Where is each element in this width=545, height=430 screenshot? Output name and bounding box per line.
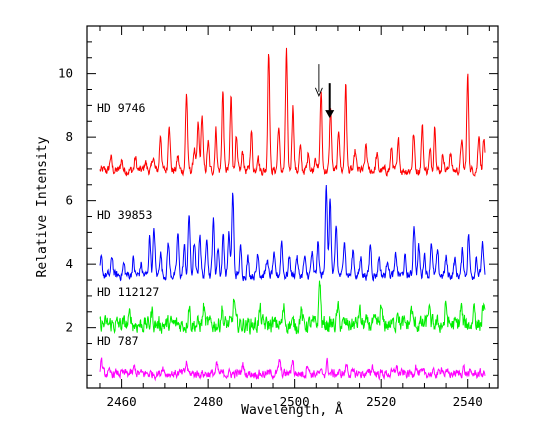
x-tick-label: 2480 (193, 394, 223, 409)
series-line-hd-112127 (99, 280, 486, 335)
x-tick-label: 2500 (280, 394, 310, 409)
y-axis-title: Relative Intensity (35, 136, 50, 277)
series-label-hd787: HD 787 (97, 334, 139, 348)
series-line-hd-9746 (99, 47, 486, 177)
y-tick-label: 10 (58, 66, 73, 81)
series-line-hd-39853 (99, 184, 486, 282)
y-tick-label: 4 (65, 256, 73, 271)
thick-arrow-icon (325, 83, 335, 119)
series-line-hd-787 (99, 357, 486, 382)
y-tick-label: 6 (65, 193, 73, 208)
y-tick-label: 8 (65, 129, 73, 144)
series-layer (99, 47, 486, 382)
plot-frame (86, 25, 499, 389)
ticks-layer: 2460 2480 2500 2520 2540 2 4 6 8 10 (58, 25, 498, 409)
series-label-hd39853: HD 39853 (97, 208, 152, 222)
series-label-hd112127: HD 112127 (97, 285, 159, 299)
series-label-hd9746: HD 9746 (97, 101, 146, 115)
annotation-layer (314, 64, 335, 119)
y-tick-label: 2 (65, 320, 73, 335)
x-tick-label: 2460 (107, 394, 137, 409)
x-axis-title: Wavelength, Å (241, 402, 343, 418)
thin-arrow-icon (314, 64, 323, 97)
x-tick-label: 2540 (453, 394, 483, 409)
x-tick-label: 2520 (366, 394, 396, 409)
